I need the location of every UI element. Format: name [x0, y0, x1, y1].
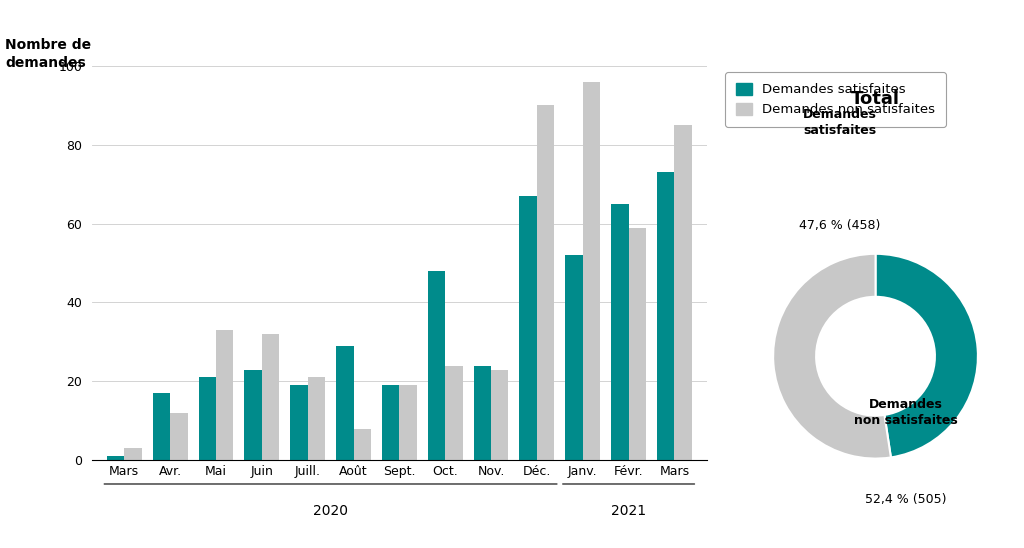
Bar	[629, 227, 646, 460]
Bar	[519, 196, 537, 460]
Bar	[445, 366, 463, 460]
Text: 2020: 2020	[313, 504, 348, 518]
Text: Demandes
non satisfaites: Demandes non satisfaites	[854, 398, 958, 427]
Bar	[153, 393, 170, 460]
Bar	[216, 330, 233, 460]
Bar	[307, 378, 325, 460]
Bar	[537, 105, 554, 460]
Bar	[245, 369, 262, 460]
Bar	[170, 413, 187, 460]
Bar	[336, 346, 353, 460]
Bar	[290, 385, 307, 460]
Bar	[399, 385, 417, 460]
Legend: Demandes satisfaites, Demandes non satisfaites: Demandes satisfaites, Demandes non satis…	[725, 72, 946, 127]
Bar	[353, 429, 371, 460]
Text: Total: Total	[851, 90, 900, 107]
Text: Demandes
satisfaites: Demandes satisfaites	[803, 108, 877, 137]
Text: 52,4 % (505): 52,4 % (505)	[865, 493, 947, 506]
Bar	[474, 366, 492, 460]
Bar	[199, 378, 216, 460]
Bar	[657, 172, 675, 460]
Bar	[106, 456, 124, 460]
Text: Nombre de
demandes: Nombre de demandes	[5, 38, 91, 70]
Bar	[611, 204, 629, 460]
Wedge shape	[876, 254, 978, 458]
Bar	[382, 385, 399, 460]
Bar	[565, 255, 583, 460]
Text: 47,6 % (458): 47,6 % (458)	[799, 219, 881, 232]
Bar	[675, 125, 692, 460]
Bar	[428, 271, 445, 460]
Bar	[583, 82, 600, 460]
Bar	[492, 369, 509, 460]
Bar	[124, 448, 141, 460]
Wedge shape	[773, 254, 891, 459]
Bar	[262, 334, 280, 460]
Text: 2021: 2021	[611, 504, 646, 518]
